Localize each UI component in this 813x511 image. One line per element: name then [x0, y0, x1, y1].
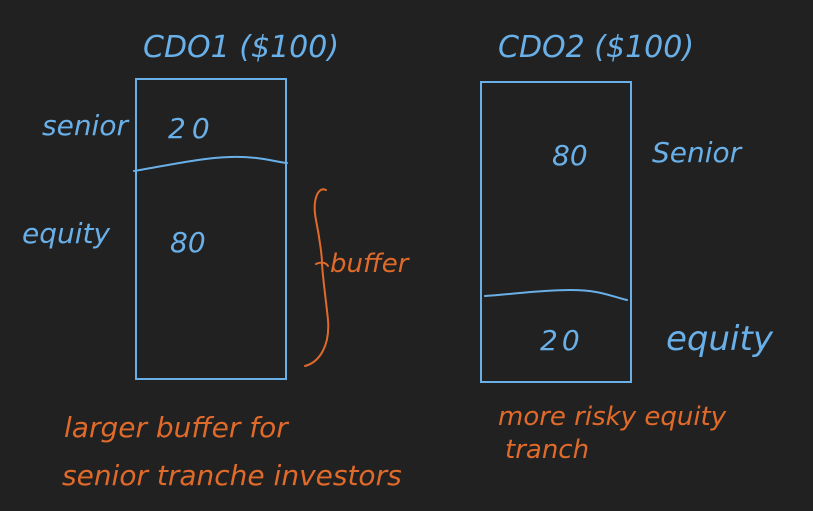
cdo2-senior-value: 80 [552, 139, 588, 172]
cdo1-equity-label: equity [22, 217, 111, 250]
cdo2-equity-value: 20 [540, 324, 584, 357]
cdo2-title: CDO2 ($100) [498, 30, 694, 65]
cdo1-title: CDO1 ($100) [143, 30, 339, 65]
cdo2-senior-label: Senior [652, 136, 743, 169]
cdo1-box [135, 78, 287, 380]
cdo1-group: CDO1 ($100) senior 20 equity 80 buffer l… [22, 30, 411, 492]
cdo1-tranche-divider [133, 155, 288, 172]
cdo1-senior-label: senior [42, 109, 129, 142]
cdo2-group: CDO2 ($100) 80 Senior 20 equity more ris… [480, 30, 774, 465]
buffer-brace [304, 188, 330, 367]
cdo1-equity-value: 80 [170, 226, 206, 259]
cdo1-senior-value: 20 [168, 112, 216, 145]
cdo2-caption-line2: tranch [505, 435, 589, 465]
cdo2-caption-line1: more risky equity [498, 402, 727, 432]
cdo2-equity-label: equity [666, 319, 774, 359]
cdo2-tranche-divider [484, 288, 628, 301]
buffer-brace-tip [315, 261, 329, 267]
cdo2-box [480, 81, 632, 383]
buffer-label: buffer [330, 249, 411, 279]
cdo1-caption-line2: senior tranche investors [62, 459, 402, 492]
cdo1-caption-line1: larger buffer for [64, 411, 289, 444]
